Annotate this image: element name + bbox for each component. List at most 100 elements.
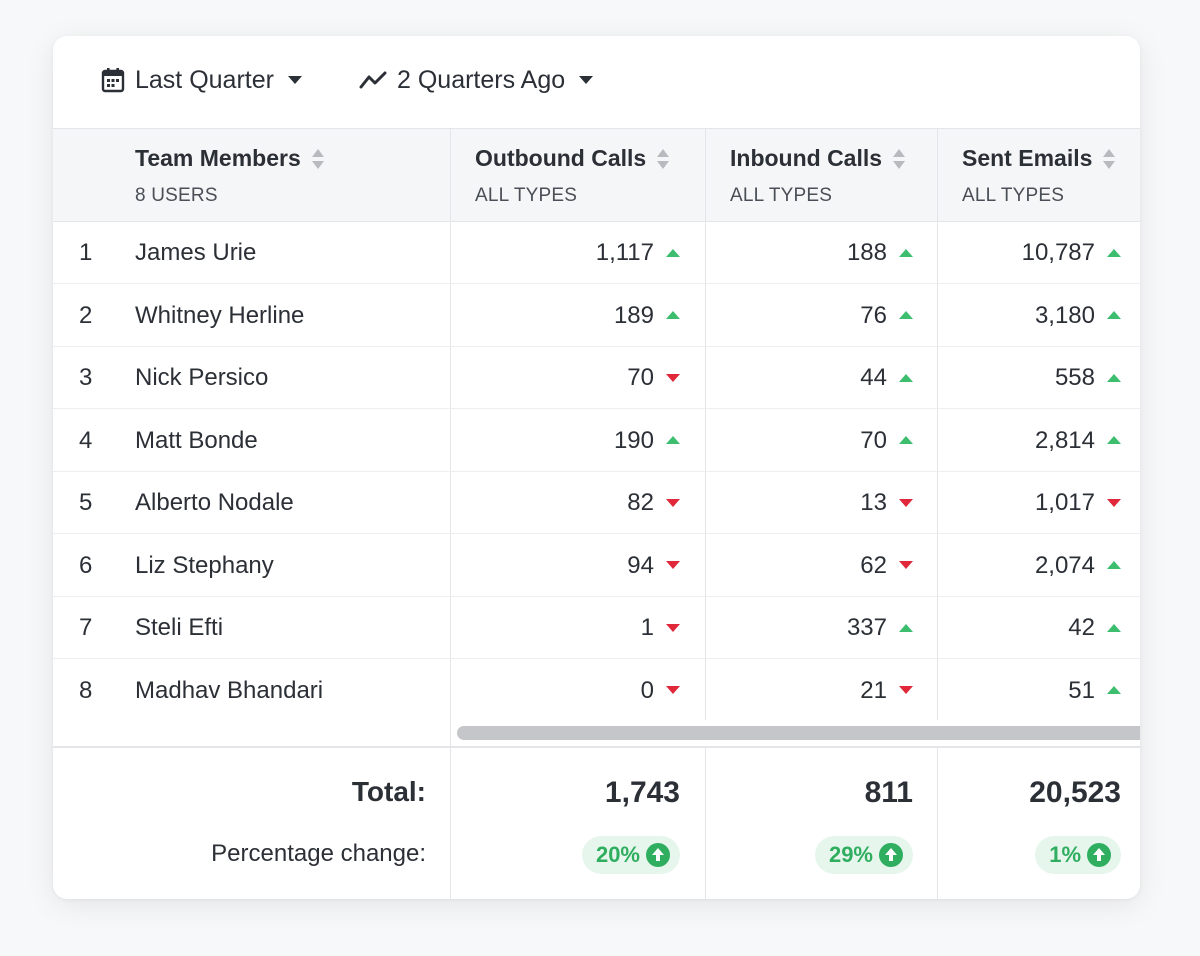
outbound-calls-value: 94 (627, 535, 680, 597)
column-divider (705, 128, 706, 899)
calendar-icon (101, 68, 125, 93)
outbound-calls-value: 70 (627, 347, 680, 409)
percentage-change-label: Percentage change: (211, 840, 426, 867)
outbound-pct-badge: 20% (581, 836, 680, 874)
sort-sent-emails[interactable]: Sent Emails (962, 145, 1116, 172)
team-member-name[interactable]: Matt Bonde (135, 426, 258, 454)
sent-emails-value: 10,787 (1022, 222, 1121, 284)
metric-value: 2,814 (1034, 426, 1095, 454)
metric-value: 62 (860, 551, 887, 579)
sort-team-members[interactable]: Team Members (135, 145, 325, 172)
inbound-pct-badge: 29% (814, 836, 913, 874)
outbound-calls-value: 1,117 (596, 222, 680, 284)
column-title: Outbound Calls (475, 145, 647, 171)
sent-emails-value: 558 (1055, 347, 1121, 409)
sent-emails-value: 2,814 (1035, 410, 1121, 472)
trend-down-icon (899, 561, 913, 569)
table-row[interactable]: 4 Matt Bonde 190 70 2,814 (53, 410, 1140, 472)
column-title: Sent Emails (962, 145, 1093, 171)
row-rank: 6 (79, 551, 93, 579)
period-dropdown[interactable]: Last Quarter (101, 60, 302, 100)
table-header: Team Members 8 USERS Outbound Calls ALL … (53, 128, 1140, 222)
table-row[interactable]: 5 Alberto Nodale 82 13 1,017 (53, 472, 1140, 534)
team-member-name[interactable]: Madhav Bhandari (135, 676, 324, 704)
metric-value: 190 (613, 426, 654, 454)
row-rank: 1 (79, 239, 93, 266)
inbound-calls-value: 13 (860, 472, 913, 534)
column-subtitle: ALL TYPES (730, 185, 833, 206)
trend-up-icon (666, 248, 680, 257)
sent-emails-value: 51 (1068, 660, 1121, 722)
table-row[interactable]: 3 Nick Persico 70 44 558 (53, 347, 1140, 409)
compare-label: 2 Quarters Ago (397, 65, 566, 94)
inbound-calls-value: 188 (847, 222, 913, 284)
trend-up-icon (899, 436, 913, 444)
scrollbar-thumb[interactable] (457, 726, 1140, 740)
metric-value: 189 (613, 301, 654, 329)
column-divider (450, 128, 451, 899)
outbound-total: 1,743 (604, 776, 680, 809)
trend-line-icon (359, 71, 387, 89)
metric-value: 51 (1068, 676, 1095, 704)
inbound-calls-value: 337 (847, 597, 913, 659)
horizontal-scrollbar[interactable] (453, 720, 1140, 746)
trend-down-icon (666, 686, 680, 694)
trend-down-icon (666, 623, 680, 632)
metric-value: 76 (860, 301, 887, 329)
trend-up-icon (1107, 686, 1121, 694)
metric-value: 82 (627, 489, 654, 516)
sort-inbound-calls[interactable]: Inbound Calls (730, 145, 906, 172)
team-member-name[interactable]: Alberto Nodale (135, 489, 294, 516)
sort-icon (657, 148, 670, 169)
table-row[interactable]: 1 James Urie 1,117 188 10,787 (53, 222, 1140, 284)
trend-up-icon (1107, 248, 1121, 257)
column-subtitle: ALL TYPES (962, 185, 1065, 206)
metric-value: 70 (860, 426, 887, 454)
row-rank: 5 (79, 489, 93, 516)
total-label: Total: (351, 776, 426, 807)
row-rank: 3 (79, 364, 93, 391)
column-subtitle: ALL TYPES (475, 185, 578, 206)
pct-value: 1% (1049, 842, 1081, 867)
metric-value: 1,017 (1034, 489, 1095, 516)
chevron-down-icon (287, 75, 302, 84)
team-member-name[interactable]: Liz Stephany (135, 551, 274, 579)
column-title: Inbound Calls (730, 145, 883, 171)
sent-emails-value: 42 (1068, 597, 1121, 659)
team-member-name[interactable]: Whitney Herline (135, 301, 305, 329)
team-member-name[interactable]: Nick Persico (135, 364, 269, 391)
trend-up-icon (899, 623, 913, 632)
sent-emails-value: 3,180 (1035, 285, 1121, 347)
table-row[interactable]: 7 Steli Efti 1 337 42 (53, 597, 1140, 659)
trend-up-icon (666, 311, 680, 319)
table-row[interactable]: 6 Liz Stephany 94 62 2,074 (53, 535, 1140, 597)
arrow-up-circle-icon (1087, 843, 1111, 867)
sent-emails-value: 1,017 (1035, 472, 1121, 534)
emails-pct-badge: 1% (1035, 836, 1121, 874)
team-member-name[interactable]: James Urie (135, 239, 257, 266)
pct-value: 29% (828, 842, 873, 867)
metric-value: 10,787 (1021, 239, 1095, 266)
metric-value: 42 (1068, 614, 1095, 641)
compare-dropdown[interactable]: 2 Quarters Ago (359, 60, 594, 100)
metric-value: 188 (846, 239, 887, 266)
table-row[interactable]: 2 Whitney Herline 189 76 3,180 (53, 285, 1140, 347)
inbound-calls-value: 21 (860, 660, 913, 722)
trend-up-icon (899, 311, 913, 319)
metric-value: 2,074 (1034, 551, 1095, 579)
outbound-calls-value: 1 (641, 597, 680, 659)
trend-up-icon (1107, 436, 1121, 444)
metric-value: 94 (627, 551, 654, 579)
metric-value: 70 (627, 364, 654, 391)
column-title: Team Members (135, 145, 301, 171)
metric-value: 0 (640, 676, 654, 704)
sort-outbound-calls[interactable]: Outbound Calls (475, 145, 670, 172)
arrow-up-circle-icon (646, 843, 670, 867)
row-rank: 8 (79, 676, 93, 704)
team-member-name[interactable]: Steli Efti (135, 614, 224, 641)
row-rank: 4 (79, 426, 93, 454)
inbound-calls-value: 76 (860, 285, 913, 347)
table-row[interactable]: 8 Madhav Bhandari 0 21 51 (53, 660, 1140, 722)
table-footer: Total: Percentage change: 1,743 811 20,5… (53, 746, 1140, 899)
metric-value: 13 (860, 489, 887, 516)
